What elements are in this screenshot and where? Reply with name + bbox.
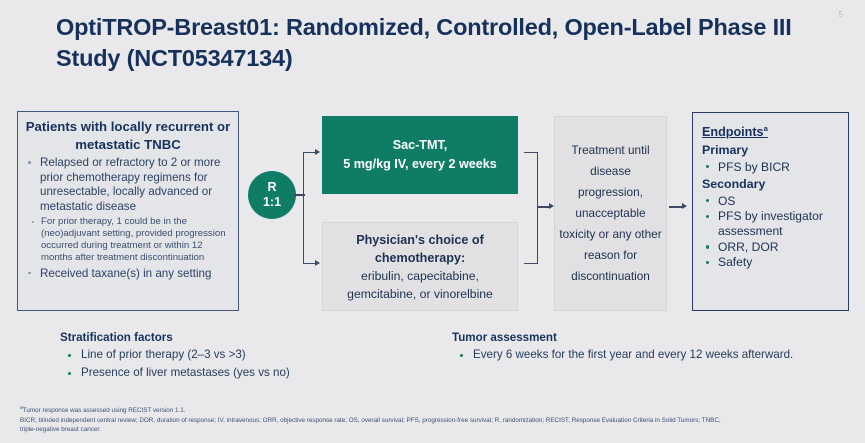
- endpoint-secondary-item: Safety: [702, 255, 839, 270]
- control-arm-box: Physician's choice of chemotherapy: erib…: [322, 222, 518, 311]
- endpoints-title: Endpointsa: [702, 121, 768, 140]
- endpoints-title-text: Endpoints: [702, 125, 764, 140]
- stratification-item: Line of prior therapy (2–3 vs >3): [60, 346, 290, 364]
- endpoint-secondary-item-text: OS: [718, 193, 736, 208]
- footnote-line-2: BICR, blinded independent central review…: [20, 416, 721, 424]
- endpoint-primary-item-text: PFS by BICR: [718, 159, 790, 174]
- arrow-head-icon: [682, 203, 687, 210]
- endpoint-primary-item: PFS by BICR: [702, 160, 839, 175]
- bullet-dot-icon: [28, 271, 31, 275]
- tumor-assessment-item-text: Every 6 weeks for the first year and eve…: [473, 348, 794, 361]
- endpoints-secondary-heading: Secondary: [702, 177, 766, 192]
- arms-merge-bracket: [524, 152, 538, 264]
- arrow-head-icon: [315, 260, 320, 267]
- patient-population-box: Patients with locally recurrent or metas…: [17, 111, 239, 311]
- experimental-arm-box: Sac-TMT, 5 mg/kg IV, every 2 weeks: [322, 116, 518, 194]
- stratification-factors-group: Stratification factors Line of prior the…: [60, 330, 290, 382]
- control-arm-heading-line2: chemotherapy:: [374, 250, 466, 265]
- population-bullet-2: For prior therapy, 1 could be in the (ne…: [25, 216, 231, 263]
- population-bullet-1: Relapsed or refractory to 2 or more prio…: [25, 156, 231, 214]
- tumor-assessment-heading: Tumor assessment: [452, 331, 557, 344]
- endpoint-secondary-item-text: Safety: [718, 255, 753, 270]
- randomization-ratio: 1:1: [262, 195, 282, 209]
- bullet-dot-icon: [460, 353, 463, 357]
- stratification-item-text: Line of prior therapy (2–3 vs >3): [81, 348, 246, 361]
- endpoint-secondary-item: OS: [702, 194, 839, 209]
- bullet-dot-icon: [28, 161, 31, 164]
- endpoint-secondary-item-text: PFS by investigator assessment: [718, 209, 823, 239]
- stratification-item: Presence of liver metastases (yes vs no): [60, 364, 290, 382]
- footnote-line-1-text: Tumor response was assessed using RECIST…: [22, 407, 186, 415]
- merge-connector-line: [538, 206, 550, 208]
- randomization-label: R: [267, 180, 277, 194]
- tumor-assessment-group: Tumor assessment Every 6 weeks for the f…: [452, 330, 793, 364]
- population-title: Patients with locally recurrent or metas…: [25, 119, 231, 152]
- experimental-arm-drug: Sac-TMT,: [392, 138, 448, 152]
- slide-number: 5: [838, 10, 843, 19]
- treatment-duration-text: Treatment until disease progression, una…: [559, 143, 662, 283]
- endpoint-secondary-item: ORR, DOR: [702, 240, 839, 255]
- bullet-dot-icon: [32, 220, 35, 224]
- population-bullet-3: Received taxane(s) in any setting: [25, 267, 231, 282]
- randomization-split-bracket: [303, 152, 317, 264]
- population-bullet-2-text: For prior therapy, 1 could be in the (ne…: [41, 216, 226, 263]
- control-arm-heading-line1: Physician's choice of: [356, 232, 484, 247]
- endpoint-secondary-item: PFS by investigator assessment: [702, 209, 839, 240]
- control-arm-drugs-line1: eribulin, capecitabine,: [361, 268, 479, 283]
- page-title: OptiTROP-Breast01: Randomized, Controlle…: [56, 14, 792, 71]
- bullet-dot-icon: [68, 353, 71, 357]
- footnote-marker: a: [20, 405, 23, 411]
- treatment-duration-box: Treatment until disease progression, una…: [554, 116, 667, 311]
- stratification-item-text: Presence of liver metastases (yes vs no): [81, 366, 290, 379]
- stratification-heading: Stratification factors: [60, 331, 173, 344]
- randomization-node: R 1:1: [248, 171, 296, 219]
- population-bullet-3-text: Received taxane(s) in any setting: [40, 266, 212, 280]
- bullet-dot-icon: [706, 165, 710, 169]
- bullet-dot-icon: [706, 199, 710, 203]
- endpoints-title-footnote-marker: a: [763, 124, 768, 133]
- bullet-dot-icon: [68, 371, 71, 375]
- bullet-dot-icon: [706, 245, 710, 249]
- control-arm-drugs-line2: gemcitabine, or vinorelbine: [347, 286, 493, 301]
- arrow-head-icon: [549, 203, 554, 210]
- experimental-arm-dose: 5 mg/kg IV, every 2 weeks: [343, 157, 497, 171]
- randomization-connector-line: [294, 194, 305, 196]
- population-bullet-1-text: Relapsed or refractory to 2 or more prio…: [40, 156, 221, 213]
- footnote-line-1: aTumor response was assessed using RECIS…: [20, 404, 850, 416]
- arrow-head-icon: [315, 148, 320, 155]
- tumor-assessment-item: Every 6 weeks for the first year and eve…: [452, 346, 793, 364]
- bullet-dot-icon: [706, 260, 710, 264]
- endpoints-primary-heading: Primary: [702, 143, 749, 158]
- bullet-dot-icon: [706, 214, 710, 218]
- endpoints-connector-line: [669, 206, 683, 208]
- footnote-line-3: triple-negative breast cancer.: [20, 425, 101, 433]
- endpoints-box: Endpointsa Primary PFS by BICR Secondary…: [692, 112, 849, 311]
- footnotes-block: aTumor response was assessed using RECIS…: [20, 404, 850, 434]
- endpoint-secondary-item-text: ORR, DOR: [718, 239, 779, 254]
